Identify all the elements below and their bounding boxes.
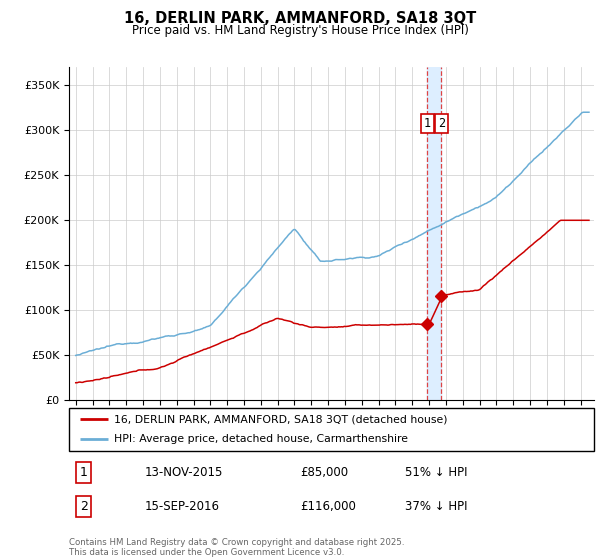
Text: Price paid vs. HM Land Registry's House Price Index (HPI): Price paid vs. HM Land Registry's House … <box>131 24 469 37</box>
Text: 16, DERLIN PARK, AMMANFORD, SA18 3QT (detached house): 16, DERLIN PARK, AMMANFORD, SA18 3QT (de… <box>113 414 447 424</box>
FancyBboxPatch shape <box>69 408 594 451</box>
Text: 2: 2 <box>80 500 88 513</box>
Text: Contains HM Land Registry data © Crown copyright and database right 2025.
This d: Contains HM Land Registry data © Crown c… <box>69 538 404 557</box>
Text: 51% ↓ HPI: 51% ↓ HPI <box>405 466 467 479</box>
Text: £116,000: £116,000 <box>300 500 356 513</box>
Text: 1: 1 <box>424 118 431 130</box>
Bar <box>427 67 441 400</box>
Text: £85,000: £85,000 <box>300 466 348 479</box>
Text: HPI: Average price, detached house, Carmarthenshire: HPI: Average price, detached house, Carm… <box>113 434 407 444</box>
Text: 15-SEP-2016: 15-SEP-2016 <box>145 500 220 513</box>
Text: 1: 1 <box>80 466 88 479</box>
Text: 13-NOV-2015: 13-NOV-2015 <box>145 466 223 479</box>
Text: 2: 2 <box>437 118 445 130</box>
Text: 37% ↓ HPI: 37% ↓ HPI <box>405 500 467 513</box>
Text: 16, DERLIN PARK, AMMANFORD, SA18 3QT: 16, DERLIN PARK, AMMANFORD, SA18 3QT <box>124 11 476 26</box>
